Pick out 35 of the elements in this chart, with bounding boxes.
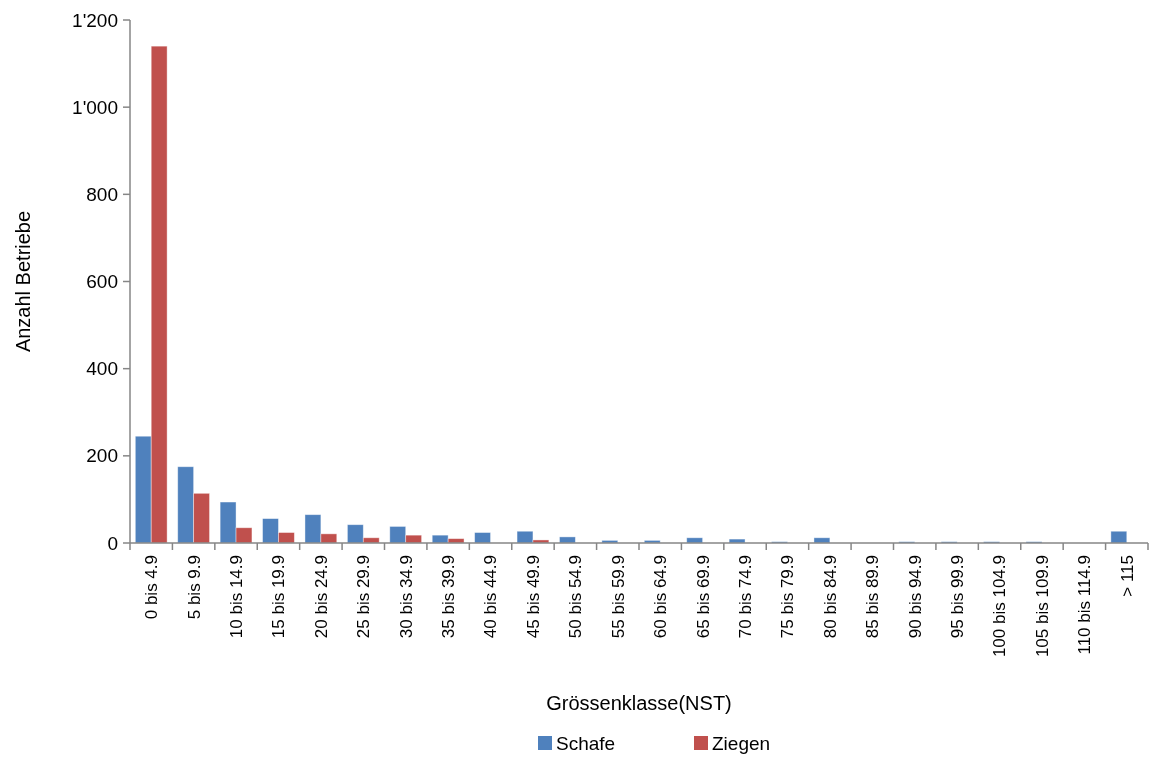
y-tick-label: 1'000 xyxy=(72,96,118,118)
x-tick-label: 40 bis 44.9 xyxy=(481,555,501,639)
x-tick-label: > 115 xyxy=(1117,555,1137,597)
x-tick-label: 50 bis 54.9 xyxy=(566,555,586,639)
x-tick-label: 35 bis 39.9 xyxy=(439,555,459,639)
x-axis-title: Grössenklasse(NST) xyxy=(546,692,732,714)
y-tick-label: 800 xyxy=(86,183,118,205)
x-tick-label: 45 bis 49.9 xyxy=(523,555,543,639)
x-tick-label: 75 bis 79.9 xyxy=(778,555,798,639)
x-tick-label: 55 bis 59.9 xyxy=(608,555,628,639)
x-tick-label: 5 bis 9.9 xyxy=(184,555,204,620)
x-tick-label: 95 bis 99.9 xyxy=(948,555,968,639)
x-tick-label: 70 bis 74.9 xyxy=(735,555,755,639)
y-axis-title: Anzahl Betriebe xyxy=(12,210,34,353)
x-tick-label: 85 bis 89.9 xyxy=(863,555,883,639)
x-tick-label: 30 bis 34.9 xyxy=(396,555,416,639)
y-tick-label: 600 xyxy=(86,271,118,293)
x-tick-label: 100 bis 104.9 xyxy=(990,555,1010,658)
y-tick-label: 400 xyxy=(86,358,118,380)
legend-label: Schafe xyxy=(556,732,616,754)
x-tick-label: 20 bis 24.9 xyxy=(311,555,331,639)
y-tick-label: 1'200 xyxy=(72,9,118,31)
x-tick-label: 15 bis 19.9 xyxy=(269,555,289,639)
y-tick-label: 200 xyxy=(86,445,118,467)
y-tick-label: 0 xyxy=(107,532,118,554)
x-tick-label: 80 bis 84.9 xyxy=(820,555,840,639)
x-tick-label: 90 bis 94.9 xyxy=(905,555,925,639)
legend-label: Ziegen xyxy=(712,732,771,754)
x-tick-label: 10 bis 14.9 xyxy=(226,555,246,639)
x-tick-label: 60 bis 64.9 xyxy=(651,555,671,639)
x-tick-label: 65 bis 69.9 xyxy=(693,555,713,639)
x-tick-label: 110 bis 114.9 xyxy=(1075,555,1095,655)
x-tick-label: 0 bis 4.9 xyxy=(142,555,162,620)
x-tick-label: 105 bis 109.9 xyxy=(1032,555,1052,658)
x-tick-label: 25 bis 29.9 xyxy=(354,555,374,639)
